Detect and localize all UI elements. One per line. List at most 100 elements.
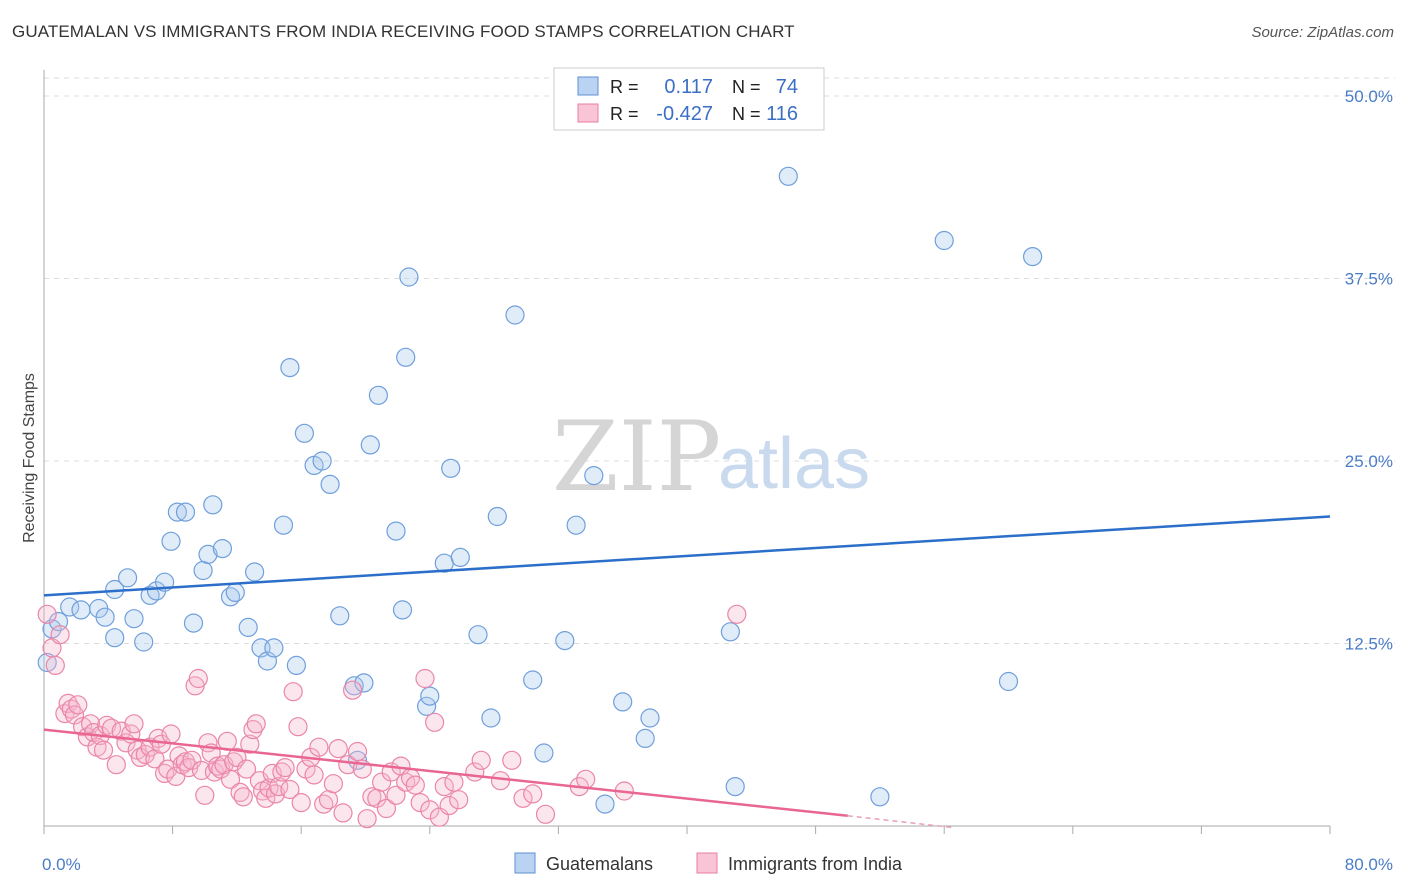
data-point [105,628,125,648]
x-tick-label-max: 80.0% [1345,855,1393,874]
y-tick-label: 50.0% [1345,87,1393,106]
stats-r-label-1: R = [610,77,639,97]
data-point [243,719,263,740]
y-tick-label: 37.5% [1345,270,1393,289]
data-point [320,474,340,494]
data-point [490,771,511,791]
data-point [183,613,204,633]
data-point [212,538,232,559]
data-point [555,630,575,651]
data-point [720,622,741,642]
data-point [392,600,413,620]
data-point [372,772,392,792]
data-point [357,809,377,829]
data-point [330,606,350,626]
stats-box: R = 0.117 N = 74 R = -0.427 N = 116 [553,67,825,131]
stats-n-value-1: 74 [776,76,798,98]
data-point [566,515,586,535]
data-point [225,582,245,603]
data-point [195,785,215,805]
data-point [312,451,332,471]
gridlines [44,77,1395,644]
series-india-points [37,604,747,829]
stats-swatch-india [577,103,599,123]
data-point [354,673,374,693]
data-point [595,794,615,814]
data-point [309,737,329,757]
data-point [286,655,306,676]
stats-n-label-2: N = [732,104,761,124]
data-point [280,779,300,800]
y-tick-label: 12.5% [1345,635,1393,654]
data-point [106,755,126,775]
data-point [502,750,522,770]
data-point [175,502,196,522]
data-point [471,750,491,770]
data-point [95,607,115,627]
data-point [117,568,138,588]
data-point [333,803,353,823]
data-point [238,617,258,638]
data-point [441,458,461,478]
data-point [158,759,178,779]
data-point [505,305,525,325]
data-point [415,668,435,689]
data-point [264,638,284,658]
data-point [273,515,294,535]
data-point [386,521,406,541]
watermark-atlas: atlas [718,424,870,504]
y-axis-tick-labels: 12.5% 25.0% 37.5% 50.0% [1345,87,1393,654]
legend-swatch-guatemalans [514,852,536,874]
data-point [245,562,265,582]
data-point [246,714,266,734]
data-point [449,790,469,810]
stats-swatch-guatemalans [577,76,599,96]
data-point [68,695,88,715]
stats-r-value-2: -0.427 [656,103,713,125]
data-point [37,604,57,624]
legend-label-guatemalans: Guatemalans [546,854,653,874]
source-label: Source: ZipAtlas.com [1251,24,1394,41]
data-point [425,712,445,732]
data-point [134,632,154,652]
legend-label-india: Immigrants from India [728,854,903,874]
stats-r-value-1: 0.117 [664,76,713,98]
watermark: ZIP atlas [552,401,870,513]
data-point [1022,247,1043,267]
data-point [576,769,596,789]
data-point [434,776,454,797]
data-point [124,609,144,629]
data-point [368,385,388,405]
data-point [275,757,295,778]
data-point [45,655,65,676]
data-point [347,741,368,762]
data-point [725,776,745,797]
data-point [386,785,406,805]
data-point [208,756,228,776]
data-point [50,625,70,645]
data-point [60,597,80,617]
data-point [523,670,543,690]
data-point [291,792,311,813]
chart-title: GUATEMALAN VS IMMIGRANTS FROM INDIA RECE… [12,22,795,41]
data-point [399,267,419,287]
data-point [513,788,533,808]
data-point [203,495,223,515]
data-point [256,788,276,808]
data-point [396,347,416,367]
data-point [405,775,425,795]
x-tick-label-min: 0.0% [42,855,81,874]
data-point [93,740,114,760]
data-point [584,466,604,486]
series-guatemalans-points [37,166,1043,814]
data-point [338,755,358,775]
data-point [175,752,196,772]
stats-n-label-1: N = [732,77,761,97]
data-point [193,560,213,581]
data-point [376,798,396,819]
data-point [360,435,380,455]
data-point [870,787,890,807]
data-point [124,714,144,734]
data-point [294,423,314,443]
